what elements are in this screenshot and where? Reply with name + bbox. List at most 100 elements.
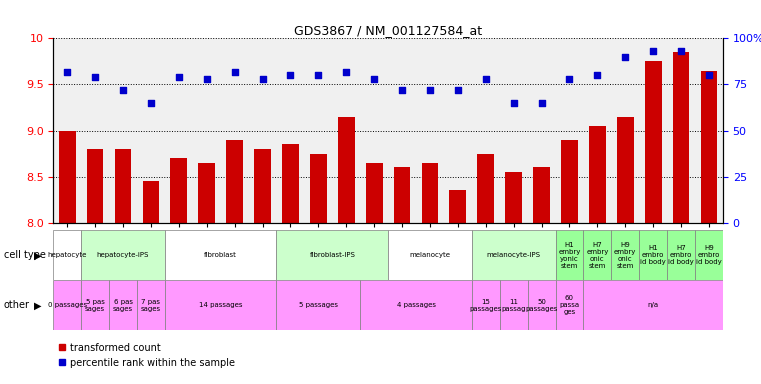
Text: ▶: ▶	[34, 300, 42, 310]
Point	[89, 74, 101, 80]
Bar	[170, 158, 187, 223]
Text: n/a: n/a	[648, 302, 659, 308]
FancyBboxPatch shape	[500, 280, 527, 330]
Bar	[393, 167, 410, 223]
Text: other: other	[4, 300, 30, 310]
Point	[368, 76, 380, 82]
Point	[479, 76, 492, 82]
Text: 14 passages: 14 passages	[199, 302, 243, 308]
Text: melanocyte-IPS: melanocyte-IPS	[487, 252, 540, 258]
Text: melanocyte: melanocyte	[409, 252, 451, 258]
Point	[647, 48, 659, 55]
FancyBboxPatch shape	[388, 230, 472, 280]
Text: H7
embry
onic
stem: H7 embry onic stem	[586, 242, 609, 269]
Point	[675, 48, 687, 55]
Text: cell type: cell type	[4, 250, 46, 260]
Bar	[589, 126, 606, 223]
FancyBboxPatch shape	[276, 280, 360, 330]
Bar	[366, 163, 383, 223]
Text: fibroblast-IPS: fibroblast-IPS	[310, 252, 355, 258]
Bar	[701, 71, 718, 223]
Point	[285, 72, 297, 78]
Title: GDS3867 / NM_001127584_at: GDS3867 / NM_001127584_at	[294, 24, 482, 37]
Bar	[533, 167, 550, 223]
Text: hepatocyte-iPS: hepatocyte-iPS	[97, 252, 149, 258]
Bar	[561, 140, 578, 223]
Text: 50
passages: 50 passages	[525, 299, 558, 312]
Text: 60
passa
ges: 60 passa ges	[559, 295, 580, 315]
Text: 6 pas
sages: 6 pas sages	[113, 299, 133, 312]
FancyBboxPatch shape	[556, 230, 584, 280]
Text: 0 passages: 0 passages	[48, 302, 87, 308]
FancyBboxPatch shape	[53, 230, 81, 280]
Point	[145, 100, 157, 106]
Legend: transformed count, percentile rank within the sample: transformed count, percentile rank withi…	[58, 343, 235, 367]
Point	[173, 74, 185, 80]
Bar	[115, 149, 132, 223]
Point	[61, 68, 73, 74]
Text: H9
embry
onic
stem: H9 embry onic stem	[614, 242, 636, 269]
Point	[312, 72, 324, 78]
FancyBboxPatch shape	[695, 230, 723, 280]
Bar	[617, 117, 634, 223]
FancyBboxPatch shape	[472, 280, 500, 330]
FancyBboxPatch shape	[584, 230, 611, 280]
FancyBboxPatch shape	[53, 280, 81, 330]
Point	[508, 100, 520, 106]
FancyBboxPatch shape	[639, 230, 667, 280]
Text: ▶: ▶	[34, 250, 42, 260]
Text: fibroblast: fibroblast	[204, 252, 237, 258]
FancyBboxPatch shape	[584, 280, 723, 330]
Point	[117, 87, 129, 93]
FancyBboxPatch shape	[165, 230, 276, 280]
Bar	[87, 149, 103, 223]
Point	[452, 87, 464, 93]
FancyBboxPatch shape	[276, 230, 388, 280]
Text: 5 passages: 5 passages	[299, 302, 338, 308]
Point	[201, 76, 213, 82]
Bar	[59, 131, 75, 223]
FancyBboxPatch shape	[472, 230, 556, 280]
Bar	[199, 163, 215, 223]
Point	[228, 68, 240, 74]
FancyBboxPatch shape	[527, 280, 556, 330]
Bar	[477, 154, 494, 223]
Text: 4 passages: 4 passages	[396, 302, 435, 308]
FancyBboxPatch shape	[360, 280, 472, 330]
Point	[424, 87, 436, 93]
Text: H1
embry
yonic
stem: H1 embry yonic stem	[559, 242, 581, 269]
Bar	[338, 117, 355, 223]
Bar	[450, 190, 466, 223]
Text: H7
embro
id body: H7 embro id body	[668, 245, 694, 265]
Text: H1
embro
id body: H1 embro id body	[640, 245, 666, 265]
Bar	[422, 163, 438, 223]
Point	[536, 100, 548, 106]
FancyBboxPatch shape	[81, 280, 109, 330]
Point	[619, 54, 632, 60]
Text: H9
embro
id body: H9 embro id body	[696, 245, 722, 265]
Point	[563, 76, 575, 82]
Bar	[310, 154, 326, 223]
Text: hepatocyte: hepatocyte	[47, 252, 87, 258]
Text: 15
passages: 15 passages	[470, 299, 502, 312]
Bar	[226, 140, 243, 223]
FancyBboxPatch shape	[81, 230, 165, 280]
Point	[703, 72, 715, 78]
Bar	[142, 181, 159, 223]
FancyBboxPatch shape	[667, 230, 695, 280]
Bar	[505, 172, 522, 223]
FancyBboxPatch shape	[137, 280, 165, 330]
Text: 11
passag: 11 passag	[501, 299, 526, 312]
FancyBboxPatch shape	[165, 280, 276, 330]
Bar	[282, 144, 299, 223]
Bar	[645, 61, 661, 223]
Point	[340, 68, 352, 74]
Bar	[673, 52, 689, 223]
Point	[256, 76, 269, 82]
Point	[591, 72, 603, 78]
Text: 7 pas
sages: 7 pas sages	[141, 299, 161, 312]
FancyBboxPatch shape	[109, 280, 137, 330]
Bar	[254, 149, 271, 223]
Text: 5 pas
sages: 5 pas sages	[85, 299, 105, 312]
FancyBboxPatch shape	[556, 280, 584, 330]
